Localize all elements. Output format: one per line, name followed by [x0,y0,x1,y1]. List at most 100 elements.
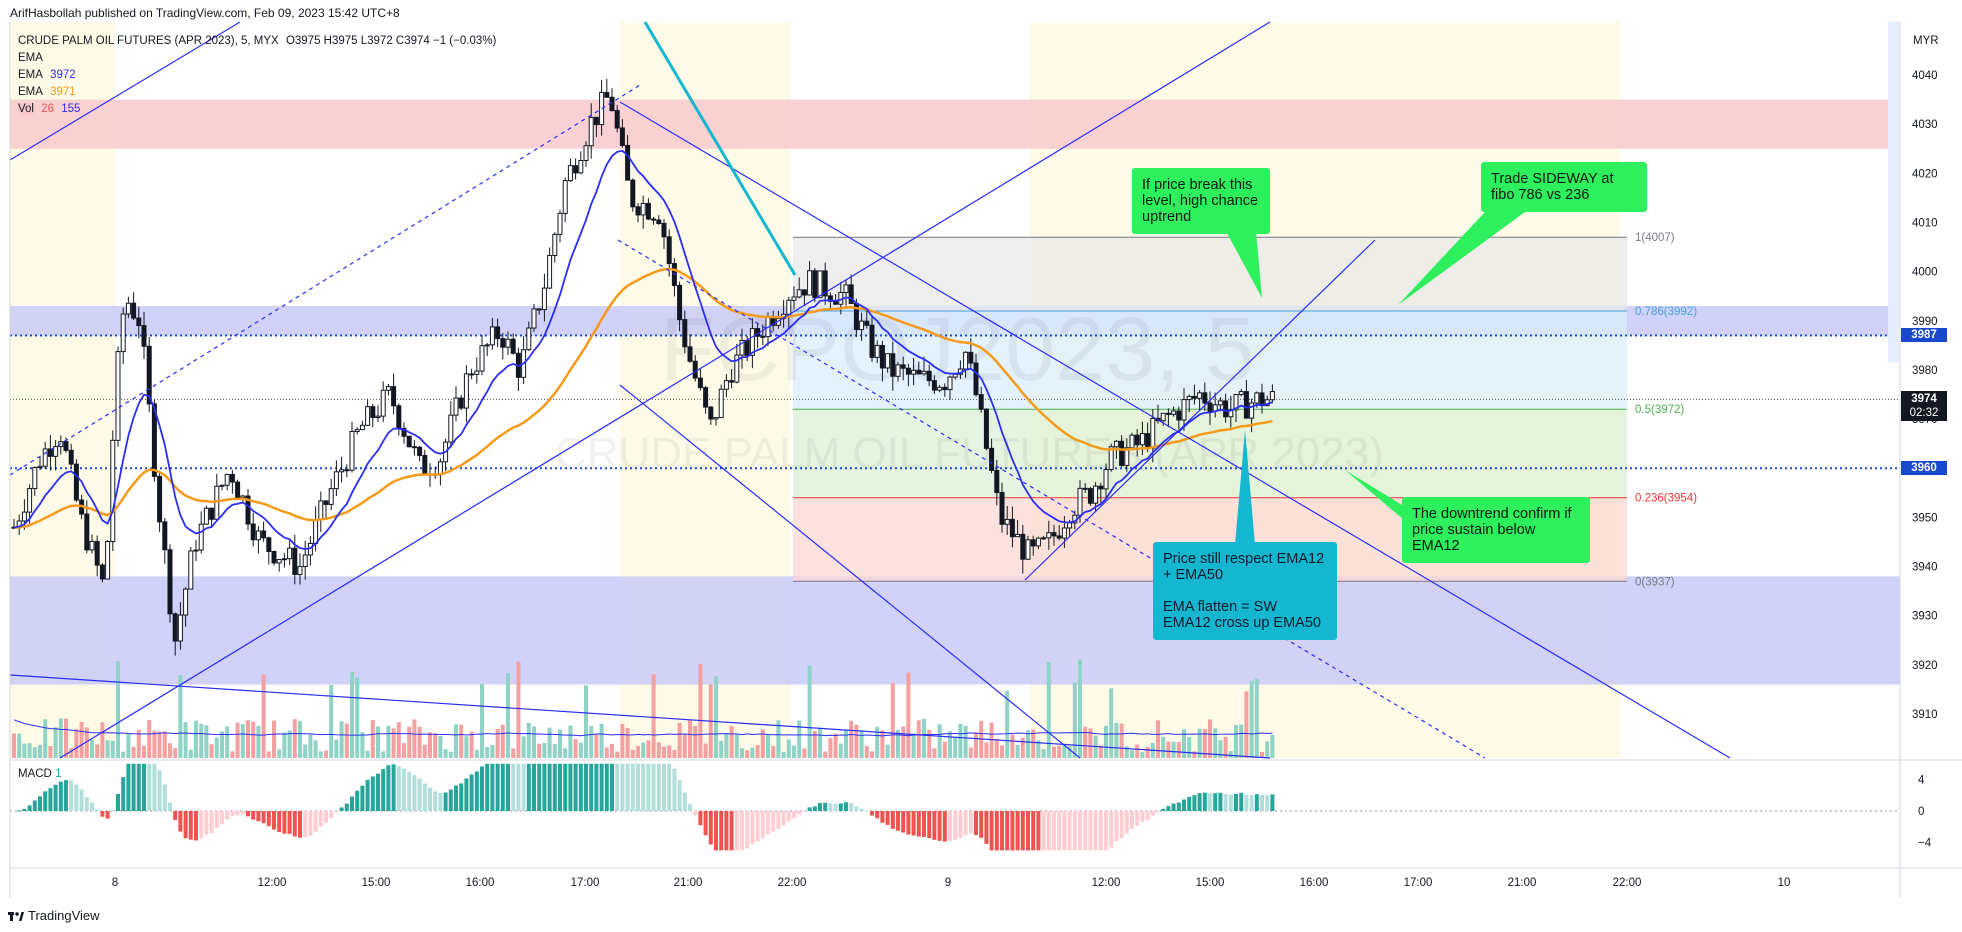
trend-line [619,101,1731,759]
callout-breakout[interactable]: If price break this level, high chance u… [1132,168,1270,234]
macd-bar [963,811,968,836]
volume-bar [204,725,209,758]
tradingview-logo[interactable]: TradingView [8,908,100,923]
macd-bar [438,793,443,811]
volume-bar [329,684,334,758]
candle-body [801,289,807,296]
macd-bar [1104,811,1108,851]
volume-bar [1031,729,1036,758]
macd-bar [105,811,110,819]
time-tick: 17:00 [1404,877,1433,889]
price-tick: 4010 [1912,217,1938,229]
callout-downtrend[interactable]: The downtrend confirm if price sustain b… [1402,497,1590,563]
macd-bar [942,811,947,842]
macd-bar [261,811,266,824]
callout-sideway[interactable]: Trade SIDEWAY at fibo 786 vs 236 [1481,162,1647,212]
volume-bar [433,733,438,758]
candle-body [63,441,69,451]
volume-bar [1072,682,1077,758]
vol-label[interactable]: Vol [18,103,34,115]
volume-bar [724,732,729,758]
candle-body [983,408,989,449]
volume-bar [313,740,318,758]
volume-bar [1140,751,1145,758]
candle-body [682,319,688,348]
candle-body [125,302,131,315]
candle-body [42,448,48,467]
macd-bar [849,803,854,811]
volume-bar [365,750,370,758]
macd-bar [994,811,999,851]
candle-body [1223,400,1229,418]
macd-bar [880,811,885,823]
candle-body [588,116,594,147]
macd-bar [1119,811,1124,839]
volume-bar [1015,744,1020,758]
candle-body [1171,410,1177,415]
callout-respect[interactable]: Price still respect EMA12 + EMA50 EMA fl… [1153,542,1337,640]
candle-body [1108,446,1114,471]
macd-bar [69,780,74,811]
symbol-label[interactable]: CRUDE PALM OIL FUTURES (APR 2023), 5, MY… [18,35,279,47]
candle-body [531,308,537,329]
price-tick: 3990 [1912,316,1938,328]
volume-bar [1202,729,1207,758]
candle-body [380,389,386,417]
macd-bar [313,811,318,832]
macd-bar [714,811,718,851]
candle-body [723,380,729,390]
volume-bar [766,734,770,758]
ema-label[interactable]: EMA [18,69,43,81]
candle-body [604,91,610,98]
macd-bar [422,783,427,811]
vol-value-1: 26 [41,103,54,115]
candle-body [916,369,922,375]
macd-bar [1145,811,1150,821]
candle-body [1217,400,1223,406]
candles-group [11,78,1275,656]
volume-bar [1197,728,1202,758]
candle-body [1077,487,1083,516]
volume-bar [844,730,848,758]
volume-bar [105,740,110,758]
macd-bar [474,771,479,811]
volume-bar [942,741,947,758]
volume-bar [79,721,84,758]
macd-bar [1098,811,1103,851]
chart-legend: CRUDE PALM OIL FUTURES (APR 2023), 5, MY… [18,33,500,118]
volume-bar [209,744,214,758]
candle-body [255,530,261,541]
volume-bar [480,683,484,758]
volume-bar [38,744,42,758]
candle-body [318,500,324,521]
macd-bar [594,763,599,811]
ema-label[interactable]: EMA [18,52,43,64]
candle-body [749,328,755,356]
macd-bar [953,811,958,840]
macd-label[interactable]: MACD [18,768,52,780]
ema-label[interactable]: EMA [18,86,43,98]
volume-bar [532,726,536,758]
macd-bar [968,811,973,834]
macd-bar [558,763,562,811]
candle-body [391,386,397,407]
volume-bar [568,725,573,758]
volume-bar [958,723,963,758]
macd-bar [1000,811,1004,851]
volume-bar [922,718,926,758]
macd-bar [927,811,932,839]
volume-bar [110,740,115,758]
macd-bar [79,789,84,811]
volume-bar [443,749,448,758]
volume-bar [318,751,323,758]
macd-bar [370,776,375,811]
time-tick: 22:00 [778,877,807,889]
candle-body [365,406,371,426]
volume-bar [677,722,682,758]
macd-bar [1223,794,1228,811]
last-price: 3974 [1911,393,1937,405]
macd-bar [485,763,490,811]
candle-body [900,364,906,369]
volume-bar [818,727,822,758]
